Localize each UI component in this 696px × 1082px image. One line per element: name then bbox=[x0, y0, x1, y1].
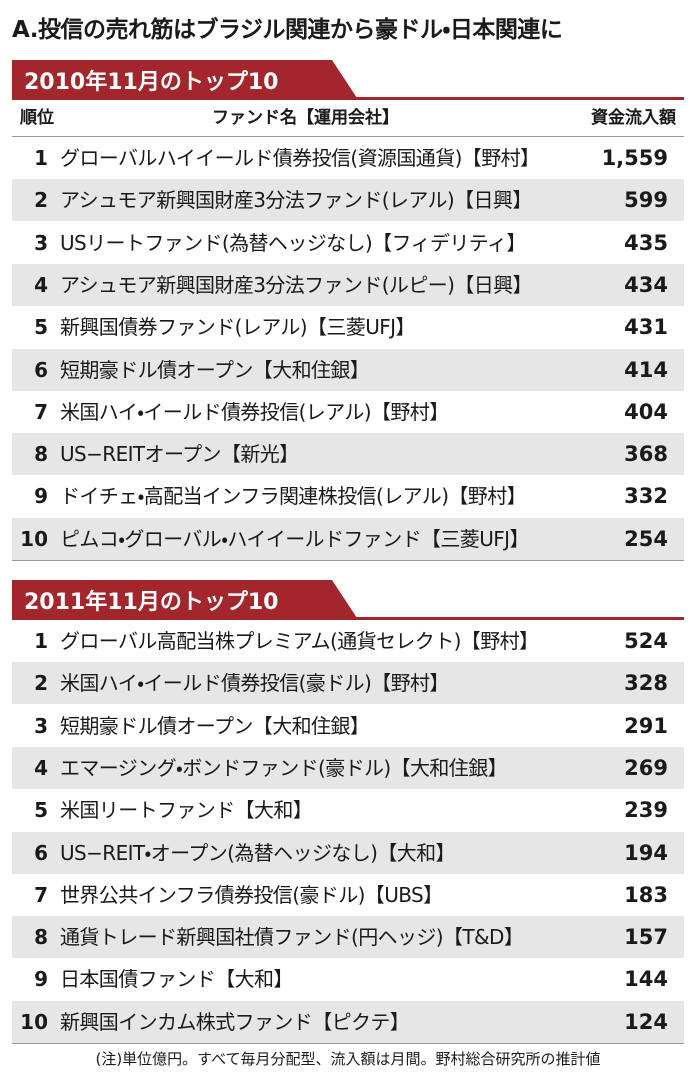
amount-cell: 183 bbox=[624, 882, 668, 907]
amount-cell: 157 bbox=[624, 925, 668, 950]
table-row: 10 ピムコ・グローバル・ハイイールドファンド【三菱UFJ】 254 bbox=[12, 517, 684, 560]
amount-cell: 524 bbox=[624, 629, 668, 653]
amount-cell: 599 bbox=[624, 188, 668, 213]
fund-cell: 日本国債ファンド【大和】 bbox=[60, 967, 293, 992]
tab-rule bbox=[12, 97, 684, 100]
title: A.投信の売れ筋はブラジル関連から豪ドル・日本関連に bbox=[12, 17, 563, 43]
table-row: 7 世界公共インフラ債券投信(豪ドル)【UBS】 183 bbox=[12, 874, 684, 916]
amount-cell: 194 bbox=[624, 840, 668, 865]
table-row: 7 米国ハイ・イールド債券投信(レアル)【野村】 404 bbox=[12, 391, 684, 433]
amount-cell: 435 bbox=[624, 230, 668, 255]
amount-cell: 1,559 bbox=[601, 146, 668, 170]
amount-cell: 239 bbox=[624, 798, 668, 823]
rank-cell: 6 bbox=[34, 840, 48, 865]
rank-cell: 2 bbox=[34, 188, 48, 213]
rank-cell: 7 bbox=[34, 882, 48, 907]
rank-cell: 9 bbox=[34, 967, 48, 992]
rank-cell: 1 bbox=[34, 146, 48, 170]
amount-cell: 431 bbox=[624, 315, 668, 340]
fund-cell: ドイチェ・高配当インフラ関連株投信(レアル)【野村】 bbox=[60, 484, 527, 509]
fund-cell: エマージング・ボンドファンド(豪ドル)【大和住銀】 bbox=[60, 755, 508, 780]
amount-cell: 144 bbox=[624, 967, 668, 992]
rank-cell: 4 bbox=[34, 755, 48, 780]
table-row: 5 米国リートファンド【大和】 239 bbox=[12, 789, 684, 831]
fund-cell: US−REITオープン【新光】 bbox=[60, 442, 299, 467]
table-row: 6 短期豪ドル債オープン【大和住銀】 414 bbox=[12, 348, 684, 391]
tab-shape bbox=[12, 60, 357, 98]
section-title: 2010年11月のトップ10 bbox=[24, 70, 279, 95]
rank-cell: 4 bbox=[34, 272, 48, 297]
amount-cell: 124 bbox=[624, 1009, 668, 1034]
rank-cell: 8 bbox=[34, 925, 48, 950]
fund-cell: 新興国債券ファンド(レアル)【三菱UFJ】 bbox=[60, 315, 415, 340]
fund-cell: ピムコ・グローバル・ハイイールドファンド【三菱UFJ】 bbox=[60, 526, 529, 551]
table-rule bbox=[12, 560, 684, 561]
fund-cell: USリートファンド(為替ヘッジなし)【フィデリティ】 bbox=[60, 230, 526, 255]
amount-cell: 269 bbox=[624, 755, 668, 780]
rank-cell: 1 bbox=[34, 629, 48, 653]
fund-cell: 短期豪ドル債オープン【大和住銀】 bbox=[60, 357, 370, 382]
fund-cell: 米国ハイ・イールド債券投信(豪ドル)【野村】 bbox=[60, 671, 449, 696]
table-row: 4 アシュモア新興国財産3分法ファンド(ルピー)【日興】 434 bbox=[12, 263, 684, 306]
header-row: 順位 ファンド名【運用会社】 資金流入額 bbox=[12, 100, 684, 137]
fund-cell: 米国リートファンド【大和】 bbox=[60, 798, 313, 823]
fund-cell: グローバル高配当株プレミアム(通貨セレクト)【野村】 bbox=[60, 629, 539, 653]
rank-cell: 3 bbox=[34, 713, 48, 738]
amount-cell: 332 bbox=[624, 484, 668, 509]
header-cell: 順位 bbox=[20, 108, 54, 128]
rank-cell: 5 bbox=[34, 798, 48, 823]
rank-cell: 2 bbox=[34, 671, 48, 696]
section-tab: 2011年11月のトップ10 bbox=[12, 580, 684, 620]
tab-rule bbox=[12, 617, 684, 620]
fund-cell: 通貨トレード新興国社債ファンド(円ヘッジ)【T&D】 bbox=[60, 925, 524, 950]
table-row: 9 日本国債ファンド【大和】 144 bbox=[12, 958, 684, 1000]
table-row: 4 エマージング・ボンドファンド(豪ドル)【大和住銀】 269 bbox=[12, 746, 684, 789]
rank-cell: 9 bbox=[34, 484, 48, 509]
rank-cell: 8 bbox=[34, 442, 48, 467]
table-row: 2 アシュモア新興国財産3分法ファンド(レアル)【日興】 599 bbox=[12, 179, 684, 222]
fund-cell: 米国ハイ・イールド債券投信(レアル)【野村】 bbox=[60, 399, 449, 424]
rank-cell: 6 bbox=[34, 357, 48, 382]
header-cell: ファンド名【運用会社】 bbox=[212, 108, 399, 128]
rank-cell: 5 bbox=[34, 315, 48, 340]
table-row: 1 グローバル高配当株プレミアム(通貨セレクト)【野村】 524 bbox=[12, 620, 684, 662]
rank-cell: 10 bbox=[20, 526, 48, 551]
amount-cell: 254 bbox=[624, 526, 668, 551]
section-title: 2011年11月のトップ10 bbox=[24, 590, 279, 615]
table-row: 3 USリートファンド(為替ヘッジなし)【フィデリティ】 435 bbox=[12, 222, 684, 264]
table-row: 6 US−REIT・オープン(為替ヘッジなし)【大和】 194 bbox=[12, 831, 684, 874]
table-row: 10 新興国インカム株式ファンド【ピクテ】 124 bbox=[12, 1000, 684, 1043]
amount-cell: 414 bbox=[624, 357, 668, 382]
amount-cell: 291 bbox=[624, 713, 668, 738]
tab-shape bbox=[12, 580, 357, 618]
fund-cell: アシュモア新興国財産3分法ファンド(レアル)【日興】 bbox=[60, 188, 532, 213]
fund-cell: 新興国インカム株式ファンド【ピクテ】 bbox=[60, 1009, 410, 1034]
fund-cell: グローバルハイイールド債券投信(資源国通貨)【野村】 bbox=[60, 146, 540, 170]
rank-cell: 3 bbox=[34, 230, 48, 255]
amount-cell: 368 bbox=[624, 442, 668, 467]
table-row: 8 通貨トレード新興国社債ファンド(円ヘッジ)【T&D】 157 bbox=[12, 916, 684, 959]
note: (注)単位億円。すべて毎月分配型、流入額は月間。野村総合研究所の推計値 bbox=[95, 1050, 601, 1068]
table-row: 3 短期豪ドル債オープン【大和住銀】 291 bbox=[12, 705, 684, 747]
amount-cell: 328 bbox=[624, 671, 668, 696]
table-row: 9 ドイチェ・高配当インフラ関連株投信(レアル)【野村】 332 bbox=[12, 475, 684, 517]
table-row: 5 新興国債券ファンド(レアル)【三菱UFJ】 431 bbox=[12, 306, 684, 348]
table-rule bbox=[12, 1043, 684, 1044]
amount-cell: 434 bbox=[624, 272, 668, 297]
fund-cell: アシュモア新興国財産3分法ファンド(ルピー)【日興】 bbox=[60, 272, 533, 297]
fund-cell: 短期豪ドル債オープン【大和住銀】 bbox=[60, 713, 370, 738]
table-row: 8 US−REITオープン【新光】 368 bbox=[12, 433, 684, 476]
amount-cell: 404 bbox=[624, 399, 668, 424]
fund-cell: 世界公共インフラ債券投信(豪ドル)【UBS】 bbox=[60, 882, 443, 907]
section-tab: 2010年11月のトップ10 bbox=[12, 60, 684, 100]
table-row: 2 米国ハイ・イールド債券投信(豪ドル)【野村】 328 bbox=[12, 662, 684, 705]
rank-cell: 10 bbox=[20, 1009, 48, 1034]
rank-cell: 7 bbox=[34, 399, 48, 424]
header-cell: 資金流入額 bbox=[591, 108, 676, 128]
table-row: 1 グローバルハイイールド債券投信(資源国通貨)【野村】 1,559 bbox=[12, 137, 684, 179]
fund-cell: US−REIT・オープン(為替ヘッジなし)【大和】 bbox=[60, 840, 456, 865]
